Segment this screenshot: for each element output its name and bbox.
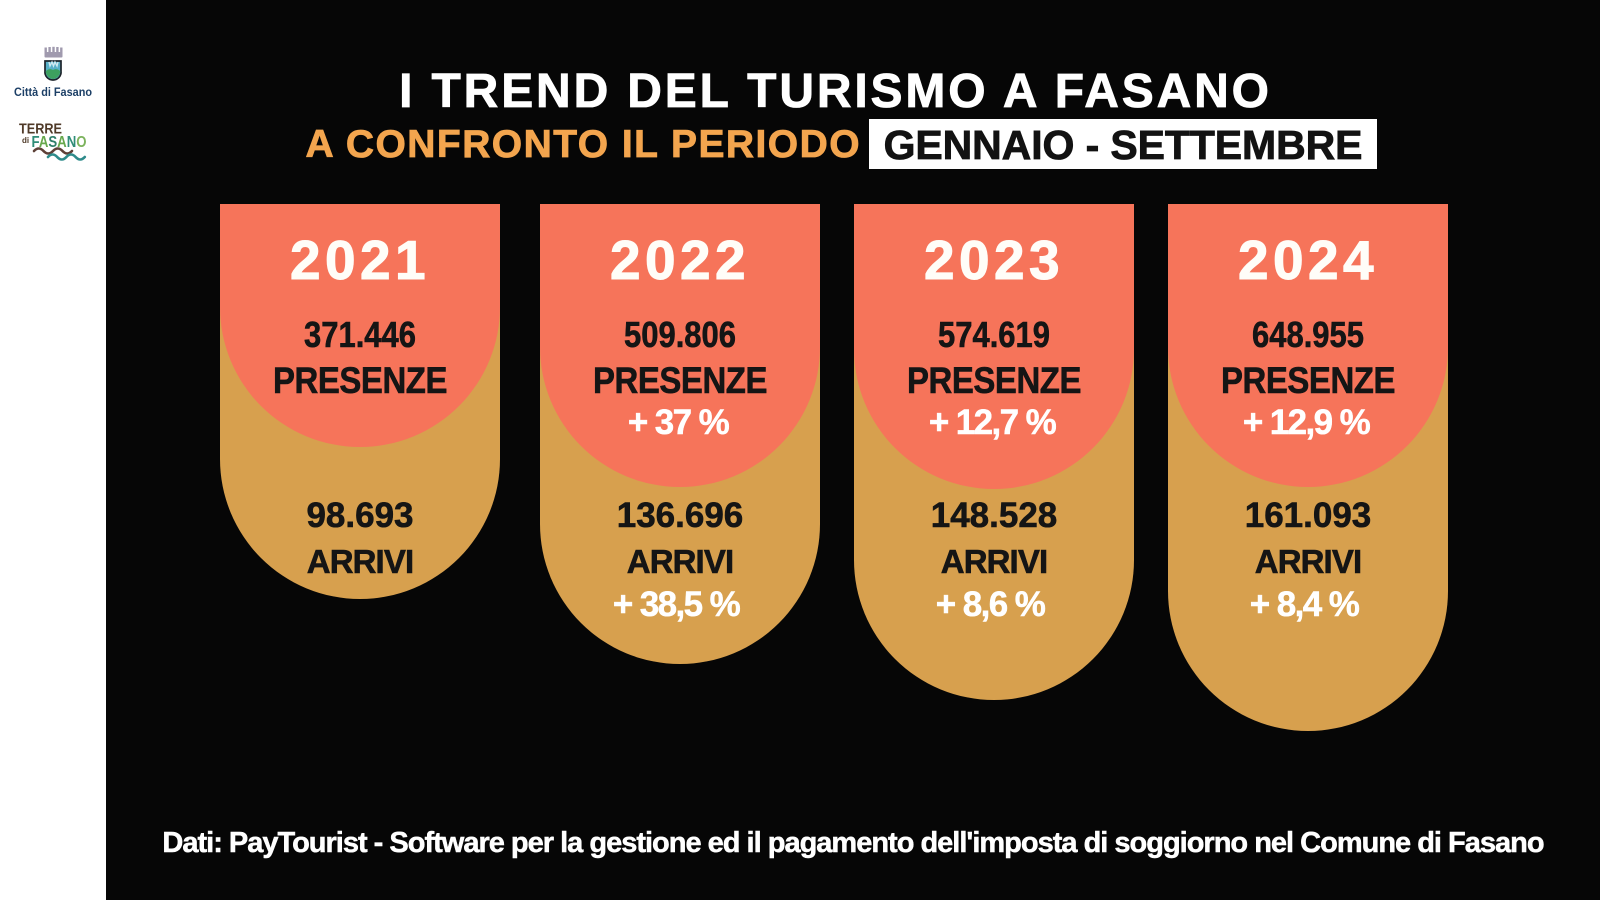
svg-text:Città di Fasano: Città di Fasano [14,85,92,99]
svg-text:FASANO: FASANO [32,134,87,151]
svg-text:di: di [22,136,29,145]
svg-text:TERRE: TERRE [19,121,62,138]
